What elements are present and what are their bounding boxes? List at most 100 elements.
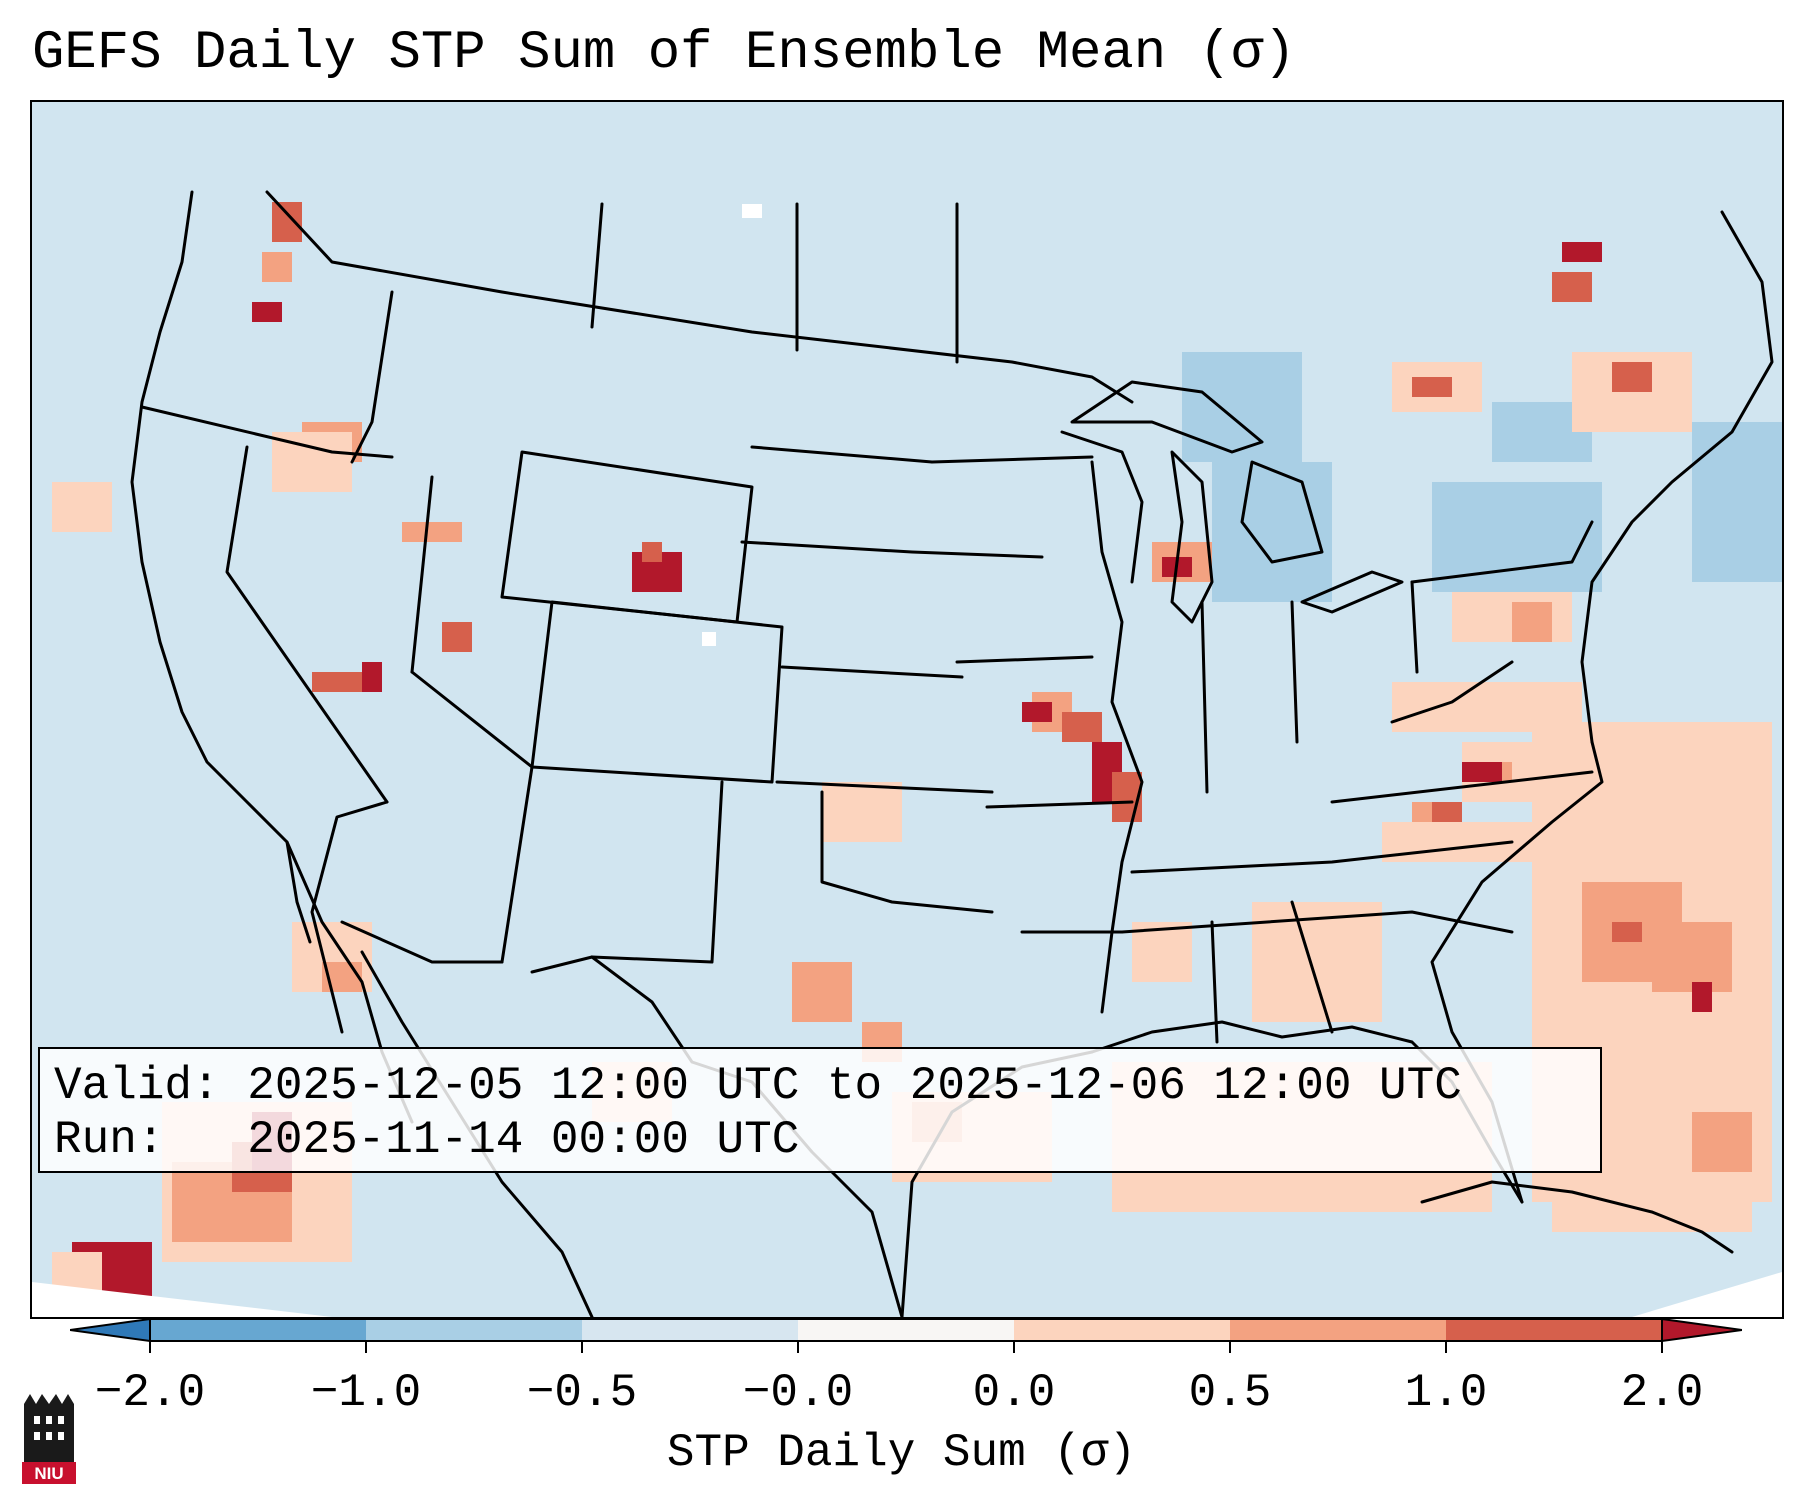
id-west <box>350 290 394 464</box>
lake-superior <box>1070 380 1264 454</box>
anomaly-cell <box>822 782 902 842</box>
or-wa <box>140 405 394 459</box>
logo-battlement <box>24 1394 74 1404</box>
nv-ut <box>410 475 434 674</box>
oh-pa <box>1410 580 1419 674</box>
colorbar-min-extend <box>70 1318 151 1343</box>
lake-michigan <box>1170 450 1214 624</box>
colorbar-outline <box>149 1318 1663 1342</box>
va-nc <box>1330 770 1594 804</box>
anomaly-cell <box>1412 377 1452 397</box>
in-oh <box>1290 600 1299 744</box>
anomaly-cell <box>1612 922 1642 942</box>
canada-border <box>265 190 1134 404</box>
anomaly-cell <box>442 622 472 652</box>
ca-az <box>310 800 389 1034</box>
anomaly-cell <box>52 482 112 532</box>
wi-border <box>1060 430 1144 584</box>
anomaly-cell <box>1182 352 1302 462</box>
pa-ny <box>1410 520 1594 584</box>
il-in <box>1200 600 1209 794</box>
ks-ok <box>775 780 994 794</box>
tick-label-0: −2.0 <box>94 1367 206 1419</box>
run-row: Run: 2025-11-14 00:00 UTC <box>54 1113 1586 1167</box>
valid-value: 2025-12-05 12:00 UTC to 2025-12-06 12:00… <box>247 1060 1462 1112</box>
az-south <box>340 920 504 964</box>
ms-al <box>1210 920 1219 1044</box>
anomaly-cell <box>362 662 382 692</box>
anomaly-cell <box>1432 802 1462 822</box>
anomaly-cell <box>1432 482 1602 592</box>
nd-sd <box>750 445 934 464</box>
east-coast <box>1580 210 1774 744</box>
colorbar-bin-2 <box>366 1319 582 1341</box>
ky-tn <box>1130 840 1514 874</box>
cuba <box>1420 1180 1734 1254</box>
logo-windows <box>34 1416 64 1440</box>
tick-label-4: 0.0 <box>972 1367 1056 1419</box>
anomaly-cell <box>702 632 716 646</box>
sd-ne <box>740 540 1044 559</box>
run-label: Run: <box>54 1114 165 1166</box>
anomaly-cell <box>1512 602 1552 642</box>
montana-north <box>590 202 604 329</box>
anomaly-cell <box>1562 242 1602 262</box>
logo-text: NIU <box>34 1464 63 1483</box>
tn-south <box>1120 910 1514 934</box>
anomaly-cell <box>792 962 852 1022</box>
tick-label-2: −0.5 <box>526 1367 638 1419</box>
nm-tx <box>530 780 724 974</box>
tick-label-1: −1.0 <box>310 1367 422 1419</box>
tick-label-5: 0.5 <box>1188 1367 1272 1419</box>
anomaly-cell <box>272 202 302 242</box>
az-nm <box>500 765 534 964</box>
anomaly-cell <box>262 252 292 282</box>
valid-row: Valid: 2025-12-05 12:00 UTC to 2025-12-0… <box>54 1059 1586 1113</box>
anomaly-cell <box>402 522 462 542</box>
lake-erie <box>1300 570 1404 614</box>
colorbar-bin-5 <box>1014 1319 1230 1341</box>
colorbar-bin-1 <box>150 1319 366 1341</box>
anomaly-cell <box>1652 922 1732 992</box>
ok-tx <box>820 790 994 914</box>
nv-ca <box>225 445 389 804</box>
mississippi <box>1090 460 1144 1014</box>
colorbar <box>70 1318 1742 1353</box>
projection-edge <box>1632 1272 1782 1317</box>
mn-ia <box>930 455 1094 464</box>
ga-al <box>1290 900 1334 1034</box>
colorbar-bin-6 <box>1230 1319 1446 1341</box>
anomaly-cell <box>1022 702 1052 722</box>
tick-label-7: 2.0 <box>1620 1367 1704 1419</box>
chart-title: GEFS Daily STP Sum of Ensemble Mean (σ) <box>32 23 1296 84</box>
ut-south <box>410 670 534 769</box>
anomaly-cell <box>312 672 372 692</box>
tick-label-3: −0.0 <box>742 1367 854 1419</box>
co-box <box>530 600 784 784</box>
anomaly-cell <box>1212 462 1332 602</box>
anomaly-cell <box>1692 422 1782 582</box>
logo-banner <box>22 1462 76 1484</box>
ne-ks <box>780 665 964 679</box>
ia-mo <box>955 655 1094 664</box>
anomaly-cell <box>1062 712 1102 742</box>
colorbar-bin-3 <box>582 1319 798 1341</box>
projection-edge <box>32 1282 332 1317</box>
anomaly-cell <box>1692 982 1712 1012</box>
colorbar-bin-7 <box>1446 1319 1662 1341</box>
anomaly-cell <box>1462 762 1502 782</box>
anomaly-cell <box>1612 362 1652 392</box>
mo-ar <box>985 800 1134 809</box>
colorbar-tick-labels: −2.0 −1.0 −0.5 −0.0 0.0 0.5 1.0 2.0 <box>0 1365 1803 1425</box>
validity-info-box: Valid: 2025-12-05 12:00 UTC to 2025-12-0… <box>38 1047 1602 1173</box>
anomaly-cell <box>1692 1112 1752 1172</box>
valid-label: Valid: <box>54 1060 220 1112</box>
colorbar-tick-marks <box>149 1341 1663 1353</box>
colorbar-label: STP Daily Sum (σ) <box>666 1427 1137 1479</box>
anomaly-cell <box>252 302 282 322</box>
anomaly-cell <box>642 542 662 562</box>
run-value: 2025-11-14 00:00 UTC <box>247 1114 800 1166</box>
anomaly-cell <box>742 204 762 218</box>
niu-logo-icon: NIU <box>22 1394 76 1484</box>
lake-huron <box>1240 460 1324 564</box>
